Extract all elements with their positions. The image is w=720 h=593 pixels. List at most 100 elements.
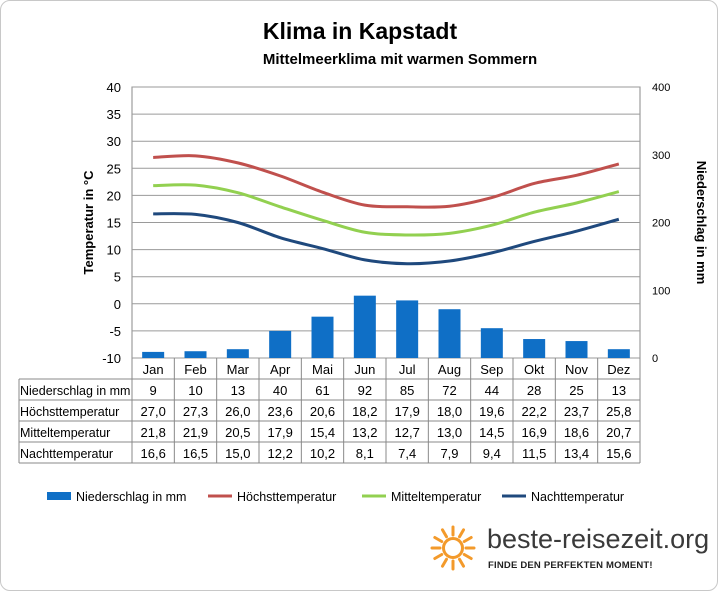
- y-left-axis-title: Temperatur in °C: [81, 170, 96, 275]
- legend-label: Niederschlag in mm: [76, 490, 186, 504]
- month-label: Apr: [270, 362, 291, 377]
- y-right-axis-title: Niederschlag in mm: [694, 161, 709, 285]
- table-cell-value: 10: [188, 383, 202, 398]
- high-temp-line: [153, 154, 620, 209]
- sun-ray: [458, 528, 465, 539]
- table-cell-value: 85: [400, 383, 414, 398]
- precipitation-bar: [269, 330, 292, 358]
- logo-tagline: FINDE DEN PERFEKTEN MOMENT!: [488, 560, 653, 571]
- table-cell-value: 20,6: [310, 404, 335, 419]
- table-cell-value: 18,6: [564, 425, 589, 440]
- table-cell-value: 11,5: [522, 446, 546, 461]
- month-label: Feb: [184, 362, 206, 377]
- sun-logo-icon: [430, 525, 476, 571]
- y-left-tick-label: 10: [107, 243, 121, 258]
- month-label: Sep: [480, 362, 503, 377]
- table-cell-value: 13,4: [564, 446, 589, 461]
- table-cell-value: 92: [358, 383, 372, 398]
- table-cell-value: 23,6: [268, 404, 293, 419]
- table-cell-value: 7,9: [440, 446, 458, 461]
- precipitation-bar: [523, 339, 546, 358]
- table-cell-value: 8,1: [356, 446, 374, 461]
- y-left-tick-label: 20: [107, 188, 121, 203]
- table-row-label: Niederschlag in mm: [20, 384, 130, 398]
- legend-label: Höchsttemperatur: [237, 490, 336, 504]
- table-cell-value: 15,4: [310, 425, 335, 440]
- sun-ray: [462, 536, 473, 543]
- table-cell-value: 13,2: [352, 425, 377, 440]
- table-cell-value: 40: [273, 383, 287, 398]
- month-label: Dez: [607, 362, 630, 377]
- legend-label: Mitteltemperatur: [391, 490, 481, 504]
- precipitation-bar: [353, 295, 376, 358]
- table-cell-value: 25: [569, 383, 583, 398]
- table-cell-value: 21,8: [141, 425, 166, 440]
- table-cell-value: 13: [612, 383, 626, 398]
- table-cell-value: 15,6: [606, 446, 631, 461]
- table-cell-value: 27,0: [141, 404, 166, 419]
- y-right-tick-label: 100: [652, 285, 670, 297]
- table-cell-value: 20,7: [606, 425, 631, 440]
- y-right-tick-label: 300: [652, 150, 670, 162]
- precipitation-bar: [565, 341, 588, 358]
- table-cell-value: 14,5: [479, 425, 504, 440]
- night-temp-line: [153, 212, 620, 266]
- table-cell-value: 13,0: [437, 425, 462, 440]
- y-left-tick-label: 0: [114, 297, 121, 312]
- table-cell-value: 17,9: [395, 404, 420, 419]
- y-left-tick-label: -5: [109, 324, 121, 339]
- month-label: Jun: [354, 362, 375, 377]
- table-cell-value: 19,6: [479, 404, 504, 419]
- precipitation-bar: [607, 349, 630, 358]
- table-cell-value: 23,7: [564, 404, 589, 419]
- table-cell-value: 17,9: [268, 425, 293, 440]
- month-label: Mai: [312, 362, 333, 377]
- table-cell-value: 12,2: [268, 446, 293, 461]
- sun-ray: [441, 557, 448, 568]
- table-cell-value: 72: [442, 383, 456, 398]
- legend-swatch: [47, 492, 71, 500]
- sun-ray: [433, 553, 444, 560]
- chart-title: Klima in Kapstadt: [262, 18, 458, 44]
- logo-text[interactable]: beste-reisezeit.org: [487, 524, 710, 554]
- table-cell-value: 44: [485, 383, 499, 398]
- table-cell-value: 25,8: [606, 404, 631, 419]
- table-cell-value: 9: [150, 383, 157, 398]
- table-cell-value: 21,9: [183, 425, 208, 440]
- y-left-tick-label: 30: [107, 134, 121, 149]
- month-label: Nov: [565, 362, 589, 377]
- table-row-label: Nachttemperatur: [20, 447, 113, 461]
- y-right-tick-label: 200: [652, 218, 670, 230]
- table-cell-value: 61: [315, 383, 329, 398]
- table-cell-value: 7,4: [398, 446, 416, 461]
- table-cell-value: 27,3: [183, 404, 208, 419]
- y-left-tick-label: 35: [107, 107, 121, 122]
- table-cell-value: 15,0: [225, 446, 250, 461]
- sun-ray: [462, 553, 473, 560]
- sun-ray: [433, 536, 444, 543]
- month-label: Mar: [227, 362, 250, 377]
- sun-ray: [458, 557, 465, 568]
- table-cell-value: 22,2: [522, 404, 547, 419]
- table-cell-value: 10,2: [310, 446, 335, 461]
- y-right-tick-label: 400: [652, 82, 670, 94]
- y-left-tick-label: 25: [107, 161, 121, 176]
- month-label: Jan: [143, 362, 164, 377]
- y-left-tick-label: 5: [114, 270, 121, 285]
- precipitation-bar: [184, 351, 207, 358]
- table-cell-value: 16,6: [141, 446, 166, 461]
- precipitation-bar: [438, 309, 461, 358]
- table-cell-value: 9,4: [483, 446, 501, 461]
- y-right-tick-label: 0: [652, 353, 658, 365]
- mean-temp-line: [153, 183, 620, 237]
- precipitation-bar: [226, 349, 249, 358]
- table-cell-value: 16,5: [183, 446, 208, 461]
- chart-subtitle: Mittelmeerklima mit warmen Sommern: [262, 51, 538, 68]
- month-label: Jul: [399, 362, 416, 377]
- table-cell-value: 12,7: [395, 425, 420, 440]
- table-cell-value: 28: [527, 383, 541, 398]
- precipitation-bar: [396, 300, 419, 358]
- table-row-label: Mitteltemperatur: [20, 426, 110, 440]
- legend-label: Nachttemperatur: [531, 490, 624, 504]
- y-left-tick-label: -10: [102, 351, 121, 366]
